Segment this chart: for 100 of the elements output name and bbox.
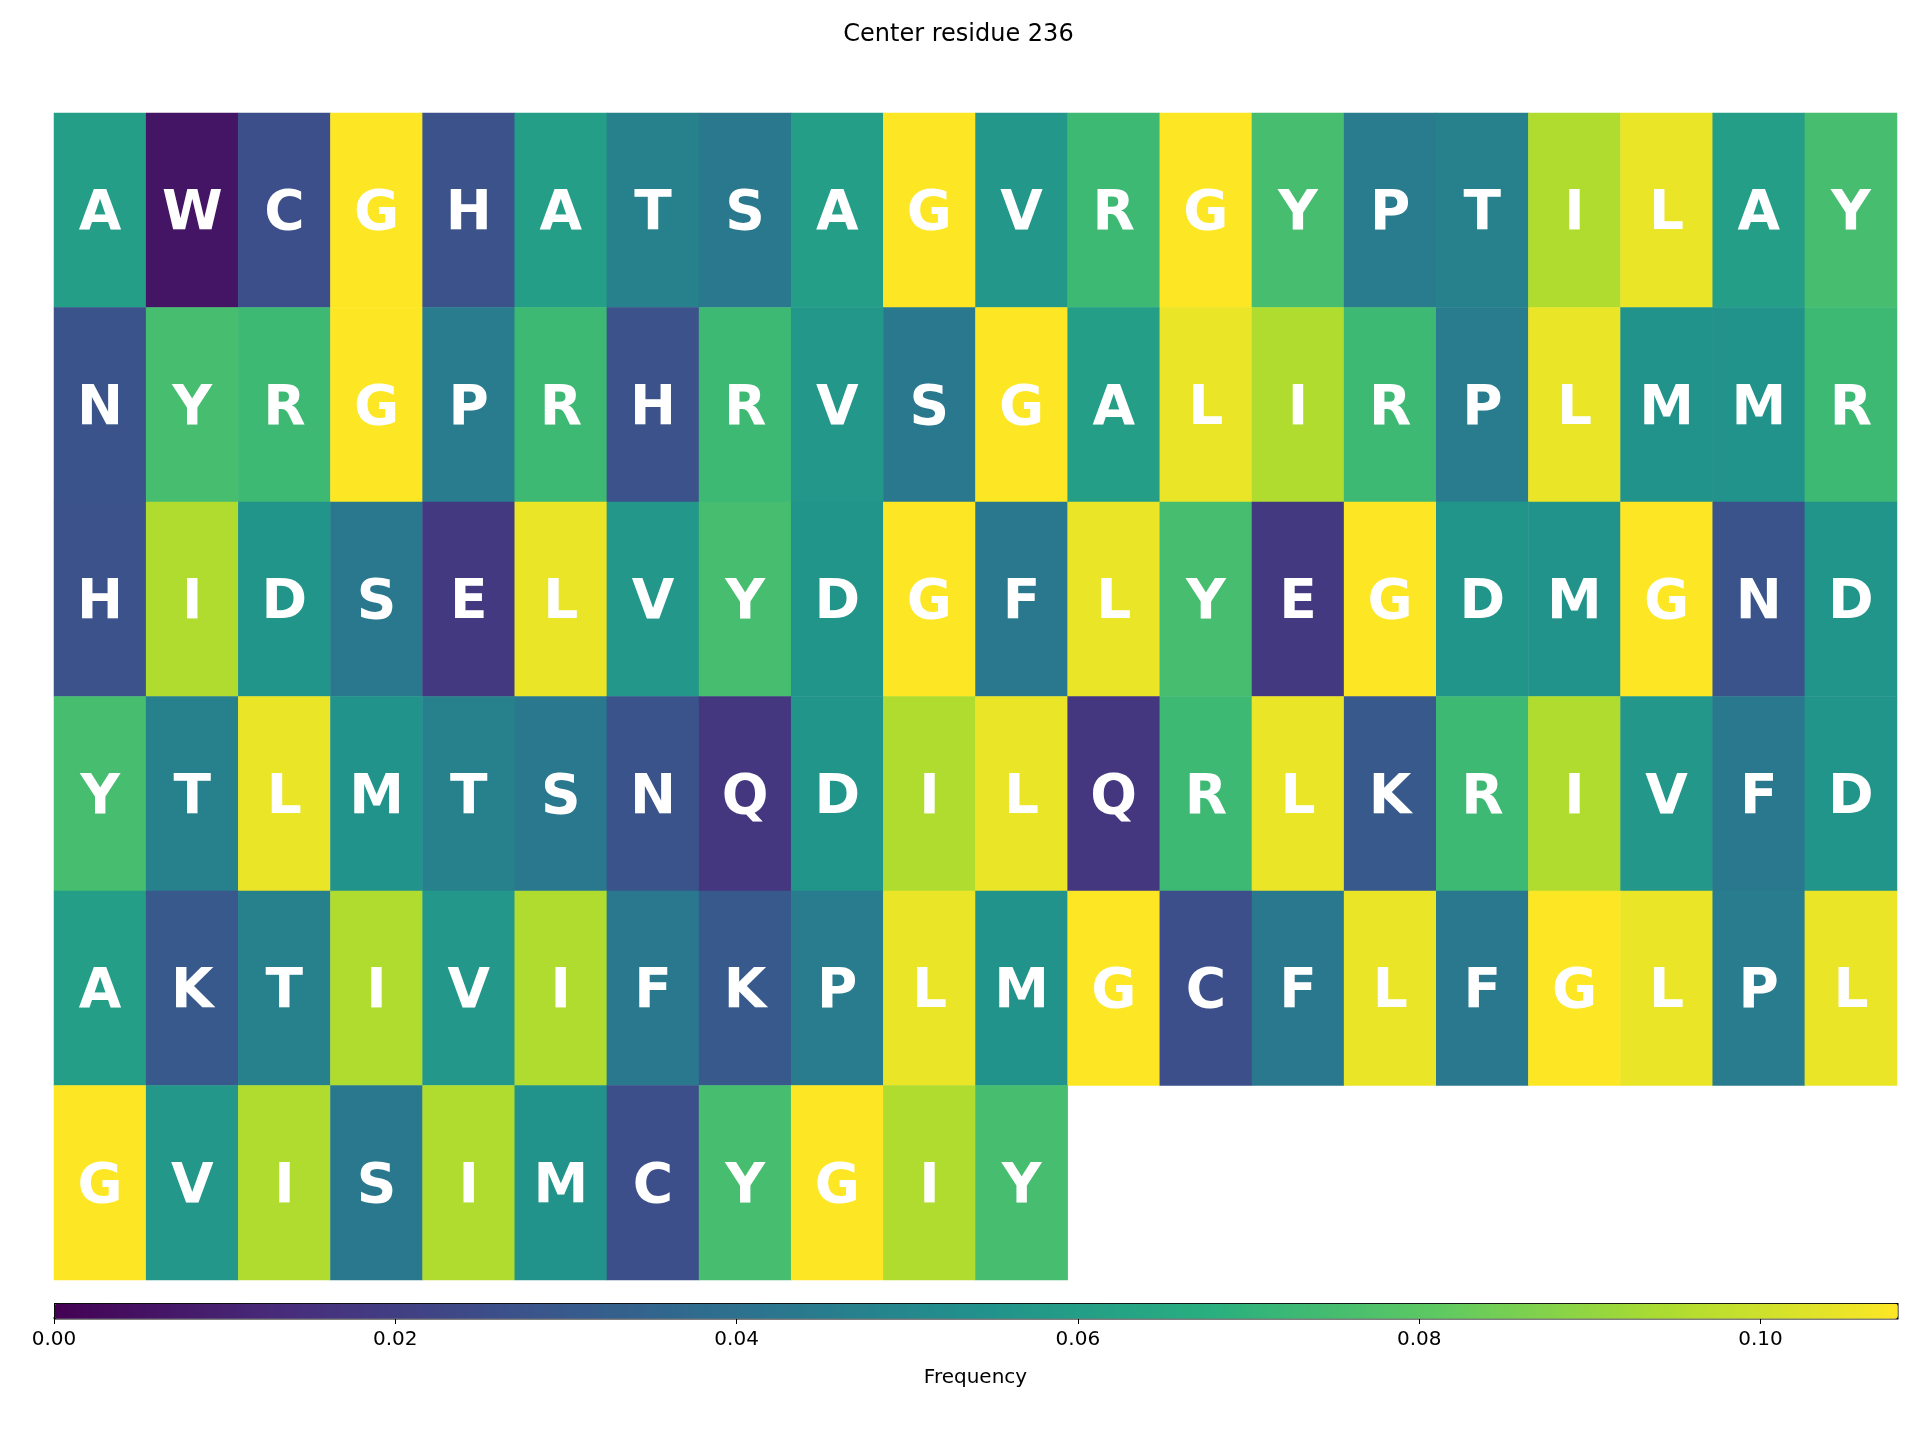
data-label: H (629, 372, 676, 437)
data-label: R (1184, 761, 1228, 826)
data-label: Q (721, 761, 769, 826)
data-label: I (274, 1150, 295, 1215)
data-label: K (1368, 761, 1414, 826)
data-label: E (1279, 567, 1317, 632)
data-label: L (1188, 372, 1224, 437)
data-label: R (1092, 178, 1135, 243)
data-label: G (906, 567, 952, 632)
data-label: E (449, 567, 488, 632)
data-label: P (817, 956, 858, 1021)
data-label: F (1279, 956, 1317, 1021)
color-bar-label: 0.00 (31, 1326, 77, 1350)
data-label: F (1739, 761, 1778, 826)
data-label: G (999, 372, 1045, 437)
data-label: F (1463, 956, 1502, 1021)
data-label: C (264, 178, 305, 243)
data-label: A (1092, 372, 1136, 437)
data-label: K (723, 956, 769, 1021)
color-bar-title: Frequency (923, 1364, 1028, 1388)
data-label: M (994, 956, 1049, 1021)
data-label: L (1372, 956, 1408, 1021)
data-label: G (353, 372, 400, 437)
data-label: T (173, 761, 212, 826)
data-label: D (1459, 567, 1506, 632)
color-bar-label: 0.04 (714, 1326, 759, 1350)
data-label: G (1091, 956, 1137, 1021)
data-label: M (533, 1150, 589, 1215)
data-label: M (1731, 372, 1787, 437)
data-label: V (170, 1150, 214, 1215)
data-label: L (1556, 372, 1592, 437)
data-label: Y (1830, 178, 1873, 243)
data-label: I (1564, 178, 1585, 243)
data-label: P (1370, 178, 1411, 243)
data-label: R (1461, 761, 1504, 826)
data-label: L (1280, 761, 1316, 826)
data-label: R (723, 372, 767, 437)
data-label: A (539, 178, 583, 243)
data-label: Y (171, 372, 214, 437)
data-label: N (629, 761, 676, 826)
data-label: V (815, 372, 859, 437)
data-label: T (449, 761, 488, 826)
data-label: R (263, 372, 306, 437)
color-bar-label: 0.08 (1396, 1326, 1442, 1350)
data-label: Y (1277, 178, 1320, 243)
data-label: L (911, 956, 947, 1021)
data-label: Y (724, 567, 767, 632)
data-label: D (261, 567, 308, 632)
data-label: C (632, 1150, 674, 1215)
data-label: M (1639, 372, 1694, 437)
data-label: M (1547, 567, 1602, 632)
data-label: L (1833, 956, 1869, 1021)
color-bar-label: 0.06 (1055, 1326, 1101, 1350)
data-label: G (1367, 567, 1413, 632)
data-label: P (1738, 956, 1779, 1021)
data-label: L (543, 567, 579, 632)
data-label: D (1828, 567, 1874, 632)
data-label: V (1000, 178, 1044, 243)
data-label: V (447, 956, 491, 1021)
data-label: A (1737, 178, 1781, 243)
data-label: L (1649, 956, 1685, 1021)
data-label: P (448, 372, 489, 437)
data-label: D (814, 567, 861, 632)
data-label: N (1735, 567, 1782, 632)
data-label: S (356, 1150, 397, 1215)
data-label: S (541, 761, 581, 826)
chart-title: Center residue 236 (843, 19, 1074, 47)
data-label: P (1462, 372, 1503, 437)
data-label: W (161, 178, 223, 243)
data-label: L (1096, 567, 1132, 632)
color-bar-label: 0.02 (373, 1326, 418, 1350)
data-label: L (1649, 178, 1685, 243)
data-label: L (1004, 761, 1040, 826)
data-label: V (1645, 761, 1689, 826)
data-label: V (631, 567, 675, 632)
data-label: K (170, 956, 216, 1021)
data-label: S (909, 372, 950, 437)
data-label: I (366, 956, 387, 1021)
data-label: N (77, 372, 124, 437)
data-label: R (539, 372, 582, 437)
data-label: G (77, 1150, 123, 1215)
data-label: A (815, 178, 859, 243)
data-label: F (1002, 567, 1041, 632)
data-label: I (181, 567, 203, 632)
data-label: I (919, 1150, 940, 1215)
data-label: I (1287, 372, 1309, 437)
data-label: S (356, 567, 397, 632)
data-label: Q (1090, 761, 1138, 826)
data-label: A (78, 956, 122, 1021)
data-label: H (445, 178, 492, 243)
data-label: G (1183, 178, 1229, 243)
data-label: T (265, 956, 304, 1021)
data-label: Y (1184, 567, 1227, 632)
data-label: I (550, 956, 572, 1021)
data-label: Y (1000, 1150, 1043, 1215)
data-label: G (906, 178, 952, 243)
data-label: G (353, 178, 400, 243)
data-label: G (814, 1150, 860, 1215)
data-label: H (77, 567, 124, 632)
data-label: F (634, 956, 672, 1021)
